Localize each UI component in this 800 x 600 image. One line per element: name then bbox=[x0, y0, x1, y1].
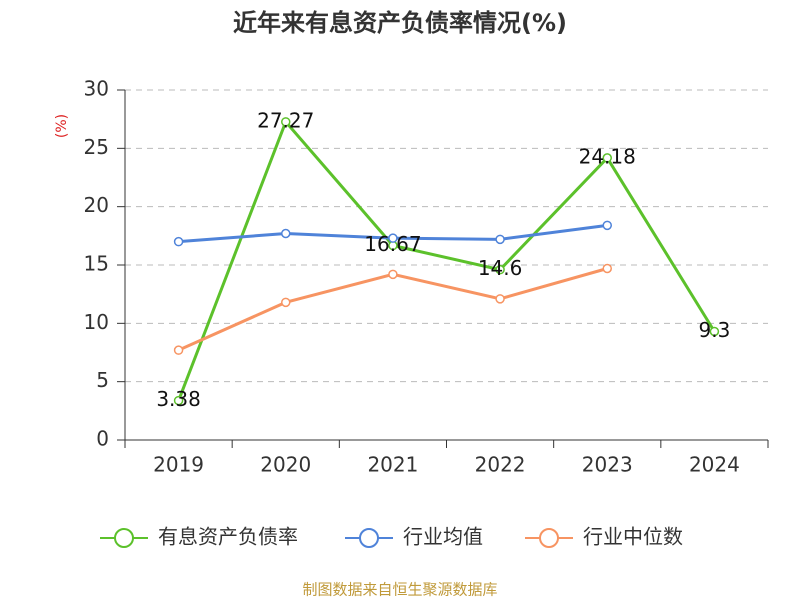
source-note: 制图数据来自恒生聚源数据库 bbox=[302, 581, 497, 599]
data-point bbox=[281, 297, 291, 308]
data-point bbox=[388, 269, 398, 280]
data-label: 16.67 bbox=[364, 232, 421, 256]
legend-marker bbox=[114, 528, 134, 548]
data-point bbox=[173, 395, 184, 406]
data-label: 27.27 bbox=[257, 108, 314, 132]
data-point bbox=[495, 234, 505, 245]
data-point bbox=[173, 345, 184, 355]
data-point bbox=[495, 294, 505, 304]
data-label: 14.6 bbox=[478, 256, 523, 280]
chart-title: 近年来有息资产负债率情况(%) bbox=[233, 9, 567, 37]
y-tick-label: 30 bbox=[84, 77, 109, 101]
data-point bbox=[281, 117, 291, 127]
x-tick-label: 2023 bbox=[582, 453, 633, 477]
y-tick-label: 25 bbox=[84, 135, 109, 159]
data-point bbox=[602, 263, 612, 274]
legend-marker bbox=[359, 528, 379, 548]
x-tick-label: 2021 bbox=[367, 453, 418, 477]
legend-label: 有息资产负债率 bbox=[158, 525, 298, 549]
legend-marker bbox=[539, 528, 559, 548]
y-axis-label: (%) bbox=[54, 114, 70, 138]
data-point bbox=[602, 153, 612, 163]
legend-label: 行业均值 bbox=[403, 525, 483, 549]
series-line bbox=[177, 118, 716, 402]
data-point bbox=[173, 236, 184, 247]
x-tick-label: 2019 bbox=[153, 453, 204, 477]
data-point bbox=[388, 233, 398, 243]
x-tick-label: 2024 bbox=[689, 453, 740, 477]
data-point bbox=[281, 228, 291, 239]
y-tick-label: 0 bbox=[96, 427, 109, 451]
legend-label: 行业中位数 bbox=[583, 525, 683, 549]
data-label: 24.18 bbox=[579, 144, 636, 168]
data-point bbox=[709, 326, 720, 337]
y-tick-label: 20 bbox=[84, 193, 109, 217]
x-tick-label: 2020 bbox=[260, 453, 311, 477]
y-tick-label: 15 bbox=[84, 252, 109, 276]
x-tick-label: 2022 bbox=[475, 453, 526, 477]
series-line bbox=[177, 267, 608, 352]
data-point bbox=[602, 220, 612, 231]
data-label: 9.3 bbox=[699, 318, 731, 342]
data-label: 3.38 bbox=[156, 387, 201, 411]
data-point bbox=[495, 264, 505, 275]
y-tick-label: 5 bbox=[96, 368, 109, 392]
y-tick-label: 10 bbox=[84, 310, 109, 334]
